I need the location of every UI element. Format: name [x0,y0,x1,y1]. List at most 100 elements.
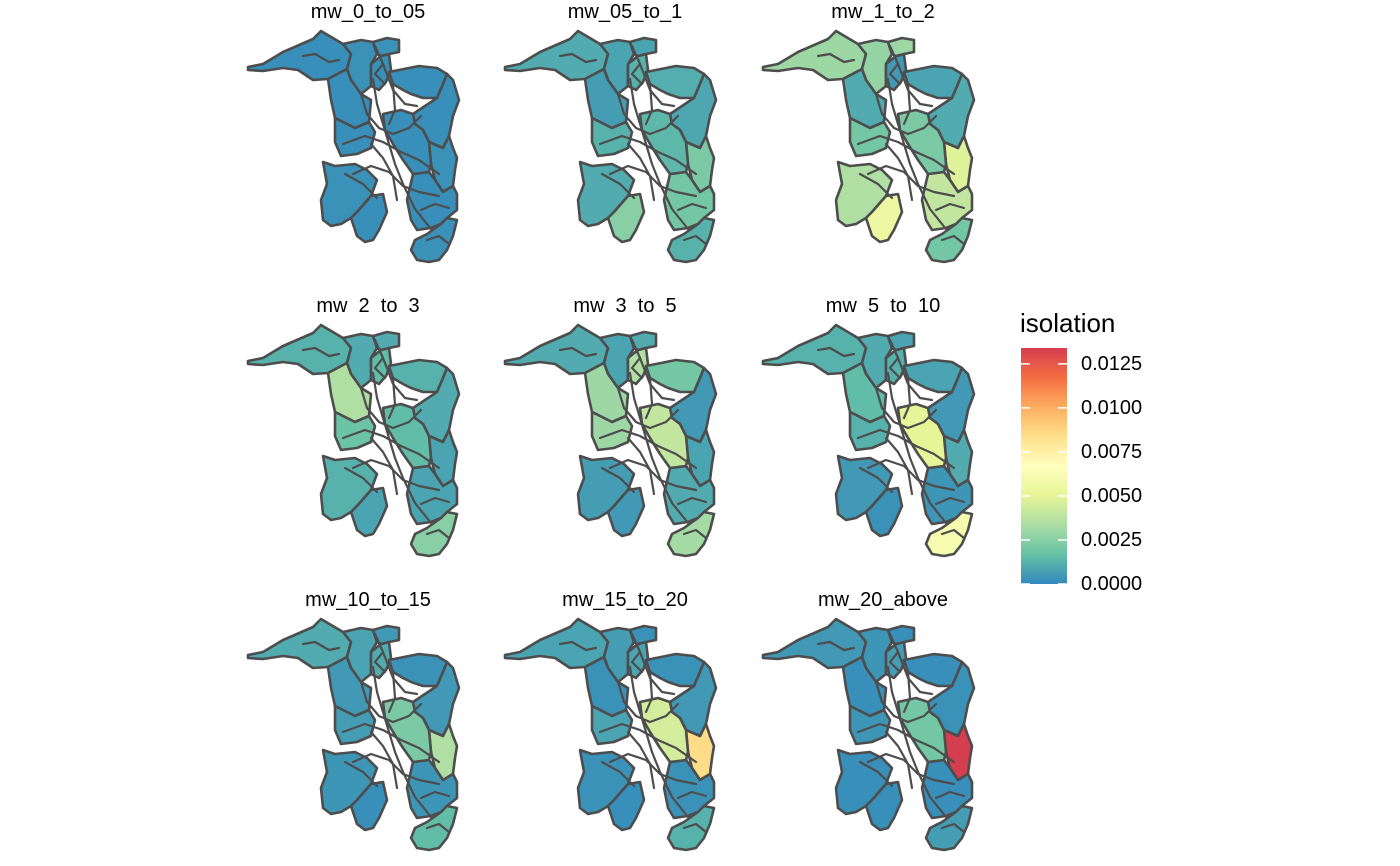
region-boundary [343,760,379,788]
map-region [848,410,892,452]
region-boundary [676,496,708,506]
region-boundary [896,62,934,108]
region-boundary [874,386,938,430]
region-boundary [341,428,441,470]
map-region [684,134,716,194]
region-boundary [608,458,698,492]
map-region [638,696,690,764]
map-region [924,804,974,852]
region-boundary [371,77,433,231]
map-region [666,216,716,264]
map-region [381,696,433,764]
legend-tick-label: 0.0075 [1081,440,1143,463]
map-region [409,510,459,558]
map-region [503,617,610,670]
map-region [371,330,401,352]
region-boundary [866,458,956,492]
region-boundary [301,640,341,652]
panel-title: mw_0_to_05 [310,1,426,23]
region-boundary [638,356,676,402]
map-panel: mw_15_to_20 [500,588,750,863]
legend-tick-label: 0.0050 [1081,484,1143,507]
region-boundary [884,730,914,790]
map-region [886,624,916,646]
map-region [628,36,658,58]
map-region [864,486,904,538]
region-boundary [558,346,598,358]
map-region [896,402,948,470]
map-region [864,192,904,244]
panel-title: mw_15_to_20 [562,589,688,611]
region-boundary [351,164,441,198]
region-boundary [940,822,966,834]
map-region [503,323,610,376]
region-boundary [884,142,914,202]
region-boundary [630,338,644,380]
map-region [666,804,716,852]
choropleth-map [246,29,461,264]
region-boundary [856,134,956,176]
map-region [590,704,634,746]
region-boundary [888,44,902,86]
region-boundary [940,234,966,246]
region-boundary [644,82,654,126]
region-boundary [351,458,441,492]
region-boundary [816,52,856,64]
map-region [848,116,892,158]
legend-tick-label: 0.0100 [1081,396,1143,419]
map-region [427,428,459,488]
legend-title: isolation [1020,308,1116,338]
region-boundary [630,44,644,86]
region-boundary [419,496,451,506]
panel-title: mw_05_to_1 [567,1,683,23]
region-boundary [682,528,708,540]
map-region [590,116,634,158]
map-region [409,804,459,852]
map-region [333,116,377,158]
map-region [684,722,716,782]
choropleth-map [246,617,461,852]
region-boundary [301,52,341,64]
color-legend: isolation 0.0125 0.0100 0.0075 0.0050 0.0025… [1015,306,1195,606]
region-boundary [940,528,966,540]
map-region [381,108,433,176]
map-panel: mw_20_above [758,588,1008,863]
map-region [924,216,974,264]
region-boundary [858,760,894,788]
map-region [606,780,646,832]
region-boundary [371,665,433,819]
map-region [590,410,634,452]
map-region [886,330,916,352]
region-boundary [682,822,708,834]
choropleth-map [761,617,976,852]
region-boundary [381,62,419,108]
region-boundary [934,496,966,506]
choropleth-map [503,29,718,264]
region-boundary [644,376,654,420]
region-boundary [884,436,914,496]
map-region [427,722,459,782]
region-boundary [616,680,680,724]
map-region [848,704,892,746]
legend-tick-label: 0.0125 [1081,352,1143,375]
map-region [349,192,389,244]
region-boundary [351,752,441,786]
region-boundary [902,670,912,714]
map-region [349,486,389,538]
region-boundary [638,62,676,108]
region-boundary [598,428,698,470]
region-boundary [676,202,708,212]
region-boundary [902,376,912,420]
region-boundary [425,528,451,540]
region-boundary [858,466,894,494]
map-region [942,134,974,194]
region-boundary [644,670,654,714]
region-boundary [628,77,690,231]
region-boundary [343,466,379,494]
map-region [333,704,377,746]
region-boundary [598,722,698,764]
map-region [246,323,353,376]
region-boundary [874,680,938,724]
region-boundary [381,650,419,696]
region-boundary [886,665,948,819]
